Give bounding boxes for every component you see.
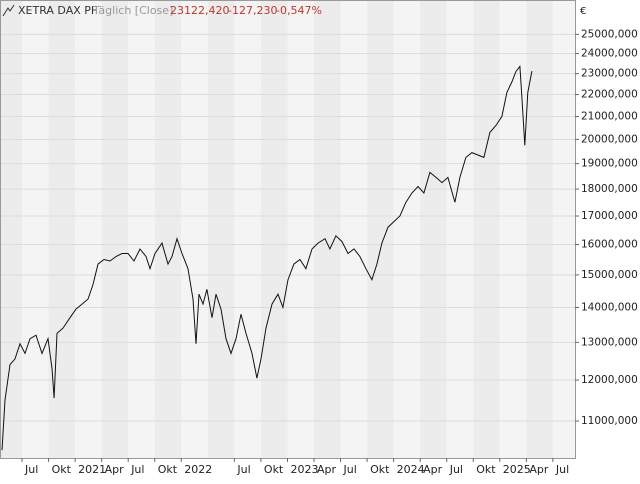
last-value: 23122,420 — [170, 4, 230, 17]
band — [0, 0, 23, 458]
x-tick-label: Jul — [555, 463, 569, 476]
chart-subtitle: Täglich [Close] — [92, 4, 173, 17]
band — [181, 0, 208, 458]
y-tick-label: 17000,000 — [581, 210, 638, 222]
band — [207, 0, 235, 458]
band — [287, 0, 314, 458]
x-tick-label: Jul — [343, 463, 357, 476]
x-tick-label: 2022 — [184, 463, 212, 476]
price-line — [1, 65, 533, 451]
band — [393, 0, 421, 458]
x-tick-label: Okt — [476, 463, 496, 476]
x-tick-label: 2021 — [78, 463, 106, 476]
y-tick-label: 23000,000 — [581, 68, 638, 80]
band — [473, 0, 500, 458]
change-percent: -0,547% — [276, 4, 322, 17]
y-tick-label: 18000,000 — [581, 183, 638, 195]
x-tick-label: Okt — [52, 463, 72, 476]
x-tick-label: Jul — [449, 463, 463, 476]
plot-border — [0, 0, 576, 459]
y-tick-label: 15000,000 — [581, 269, 638, 281]
band — [48, 0, 76, 458]
chart-title: XETRA DAX PF — [18, 4, 97, 17]
band — [526, 0, 553, 458]
x-tick-label: 2023 — [290, 463, 318, 476]
band — [367, 0, 394, 458]
band — [234, 0, 261, 458]
y-tick-label: 16000,000 — [581, 239, 638, 251]
x-tick-label: 2025 — [503, 463, 531, 476]
y-tick-label: 12000,000 — [581, 374, 638, 386]
x-tick-label: Okt — [370, 463, 390, 476]
y-tick-label: 14000,000 — [581, 301, 638, 313]
band — [420, 0, 447, 458]
band — [499, 0, 527, 458]
band — [128, 0, 155, 458]
x-tick-label: Jul — [236, 463, 250, 476]
y-tick-label: 19000,000 — [581, 158, 638, 170]
band — [552, 0, 575, 458]
x-tick-label: Jul — [130, 463, 144, 476]
x-tick-label: Apr — [529, 463, 549, 476]
x-tick-label: 2024 — [397, 463, 425, 476]
band — [154, 0, 182, 458]
y-tick-label: 13000,000 — [581, 336, 638, 348]
y-tick-label: 24000,000 — [581, 48, 638, 60]
band — [446, 0, 474, 458]
x-tick-label: Apr — [423, 463, 443, 476]
y-tick-label: 20000,000 — [581, 133, 638, 145]
band — [101, 0, 129, 458]
x-tick-label: Jul — [24, 463, 38, 476]
band — [260, 0, 288, 458]
y-tick-label: 22000,000 — [581, 89, 638, 101]
line-icon — [2, 4, 15, 17]
y-tick-label: 11000,000 — [581, 415, 638, 427]
band — [340, 0, 368, 458]
y-tick-label: 21000,000 — [581, 110, 638, 122]
x-tick-label: Apr — [105, 463, 125, 476]
x-tick-label: Okt — [158, 463, 178, 476]
band — [75, 0, 102, 458]
band — [313, 0, 341, 458]
y-tick-label: 25000,000 — [581, 28, 638, 40]
x-tick-label: Apr — [317, 463, 337, 476]
plot-area — [0, 0, 575, 458]
currency: € — [580, 6, 586, 17]
change: -127,230 — [228, 4, 277, 17]
band — [22, 0, 49, 458]
x-tick-label: Okt — [264, 463, 284, 476]
